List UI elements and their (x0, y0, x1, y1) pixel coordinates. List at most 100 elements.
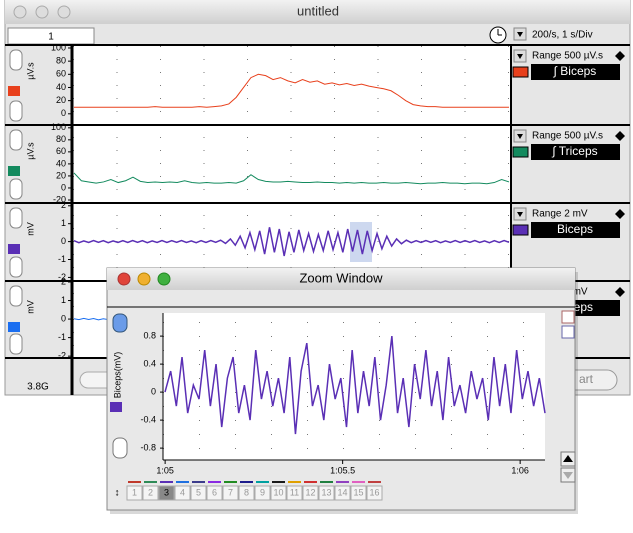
x-tick-label: 1:05 (156, 465, 174, 475)
y-tick-label: -0.8 (140, 442, 156, 452)
zoom-button[interactable] (158, 273, 170, 285)
color-swatch (513, 147, 528, 157)
channel-button-label: 3 (164, 487, 169, 497)
rate-text: 200/s, 1 s/Div (532, 30, 593, 41)
button-color (240, 481, 253, 483)
channel-button-label: 6 (212, 487, 217, 497)
channel-button-label: 11 (290, 487, 299, 497)
y-axis-label: Biceps(mV) (112, 352, 122, 399)
memory-text: 3.8G (27, 382, 49, 393)
channel-name: ∫ Biceps (553, 64, 597, 78)
y-tick-label: 1 (61, 218, 66, 228)
y-tick-label: -1 (58, 254, 66, 264)
channel-button-label: 1 (132, 487, 137, 497)
button-color (368, 481, 381, 483)
color-swatch (8, 322, 20, 332)
button-color (288, 481, 301, 483)
y-tick-label: 0 (61, 108, 66, 118)
channel-button-label: 8 (244, 487, 249, 497)
button-color (320, 481, 333, 483)
channel-toggle[interactable]: ↕ (115, 488, 120, 499)
page-field-text: 1 (48, 32, 54, 43)
channel-button-label: 4 (180, 487, 185, 497)
y-tick-label: 60 (56, 69, 66, 79)
channel-button-label: 2 (148, 487, 153, 497)
spin-control (10, 334, 22, 354)
zoom-window: Zoom Window Biceps(mV) ↕ 0.80.40-0.4-0.8… (107, 268, 578, 514)
tool-icon[interactable] (562, 311, 574, 323)
channel-button-label: 16 (369, 487, 379, 497)
spin-control (10, 179, 22, 199)
minimize-button[interactable] (138, 273, 150, 285)
minimize-button[interactable] (36, 6, 48, 18)
channel-button-label: 10 (273, 487, 283, 497)
y-tick-label: 0.4 (143, 358, 156, 368)
button-color (352, 481, 365, 483)
color-swatch (8, 244, 20, 254)
y-tick-label: 2 (61, 200, 66, 210)
channel-name: ∫ Triceps (551, 144, 597, 158)
y-tick-label: -2 (58, 351, 66, 361)
unit-label: mV (25, 300, 35, 314)
x-tick-label: 1:05.5 (330, 465, 355, 475)
scale-button[interactable] (113, 314, 127, 332)
spin-control (10, 130, 22, 150)
zoom-button[interactable] (58, 6, 70, 18)
unit-label: mV (25, 222, 35, 236)
channel-button-label: 12 (305, 487, 315, 497)
unit-label: µV.s (25, 142, 35, 160)
channel-button-label: 7 (228, 487, 233, 497)
spin-control (10, 208, 22, 228)
range-text: Range 2 mV (532, 209, 588, 220)
channel-name: Biceps (557, 222, 593, 236)
color-swatch (513, 67, 528, 77)
channel-button-label: 9 (260, 487, 265, 497)
color-swatch (110, 402, 122, 412)
grid-dots (163, 313, 545, 460)
color-swatch (8, 86, 20, 96)
button-color (224, 481, 237, 483)
button-color (256, 481, 269, 483)
button-color (208, 481, 221, 483)
channel-button-label: 13 (321, 487, 331, 497)
button-color (192, 481, 205, 483)
scale-button[interactable] (113, 438, 127, 458)
y-tick-label: 1 (61, 295, 66, 305)
selection (350, 222, 372, 262)
y-tick-label: 0.8 (143, 330, 156, 340)
y-tick-label: 80 (56, 56, 66, 66)
color-swatch (513, 225, 528, 235)
color-swatch (8, 166, 20, 176)
y-tick-label: 40 (56, 82, 66, 92)
x-tick-label: 1:06 (511, 465, 529, 475)
range-text: Range 500 µV.s (532, 51, 603, 62)
y-tick-label: 40 (56, 158, 66, 168)
close-button[interactable] (14, 6, 26, 18)
spin-control (10, 257, 22, 277)
y-tick-label: -1 (58, 332, 66, 342)
y-tick-label: 20 (56, 95, 66, 105)
spin-control (10, 101, 22, 121)
spin-control (10, 286, 22, 306)
button-color (128, 481, 141, 483)
y-tick-label: 100 (51, 42, 66, 52)
tool-icon[interactable] (562, 326, 574, 338)
range-text: Range 500 µV.s (532, 131, 603, 142)
y-tick-label: 80 (56, 134, 66, 144)
channel-button-label: 15 (353, 487, 363, 497)
clock-icon[interactable] (490, 27, 506, 43)
y-tick-label: 60 (56, 146, 66, 156)
button-color (304, 481, 317, 483)
y-tick-label: 0 (61, 313, 66, 323)
close-button[interactable] (118, 273, 130, 285)
start-button-text: art (579, 372, 594, 386)
button-color (272, 481, 285, 483)
y-tick-label: 20 (56, 170, 66, 180)
unit-label: µV.s (25, 62, 35, 80)
y-tick-label: -0.4 (140, 414, 156, 424)
window-title: untitled (297, 3, 339, 18)
button-color (160, 481, 173, 483)
window-title: Zoom Window (299, 270, 383, 285)
spin-control (10, 50, 22, 70)
